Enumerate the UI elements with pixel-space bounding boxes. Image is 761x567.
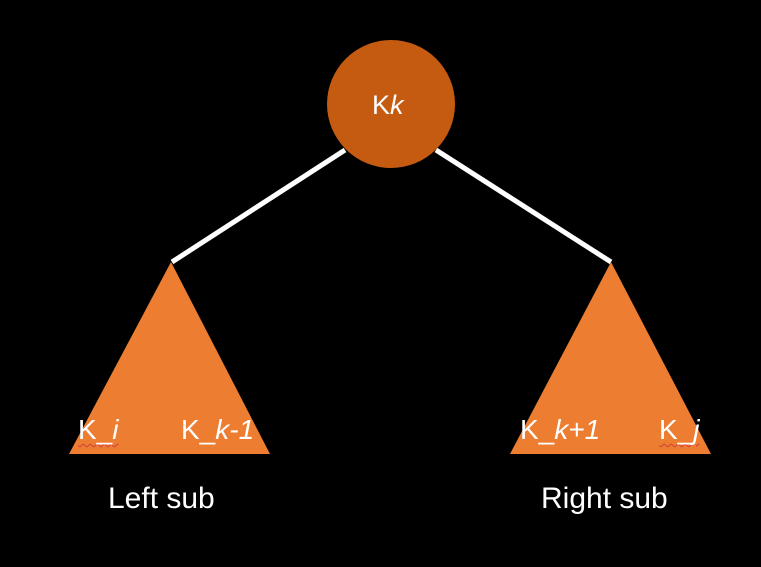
right-low-key: K_k+1 <box>520 416 600 444</box>
left-subtree-caption: Left sub <box>108 482 215 515</box>
right-high-key-text: K_j <box>659 414 699 445</box>
edge-left <box>170 147 347 265</box>
left-low-var: i <box>112 414 119 445</box>
right-low-var: k+1 <box>554 414 601 445</box>
edge-right <box>434 147 613 265</box>
left-subtree <box>69 262 270 454</box>
left-high-prefix: K_ <box>181 414 216 445</box>
root-label-prefix: K <box>372 90 391 120</box>
right-high-prefix: K_ <box>659 414 694 445</box>
left-low-prefix: K_ <box>78 414 113 445</box>
right-high-key: K_j <box>659 416 699 444</box>
root-label-var: k <box>390 90 404 120</box>
right-high-var: j <box>693 414 700 445</box>
root-node <box>327 40 455 168</box>
right-subtree-caption: Right sub <box>541 482 668 515</box>
left-high-key: K_k-1 <box>181 416 254 444</box>
right-subtree <box>510 262 711 454</box>
left-low-key-text: K_i <box>78 414 118 445</box>
left-low-key: K_i <box>78 416 118 444</box>
right-low-prefix: K_ <box>520 414 555 445</box>
left-high-var: k-1 <box>215 414 255 445</box>
root-label: Kk <box>372 92 404 119</box>
